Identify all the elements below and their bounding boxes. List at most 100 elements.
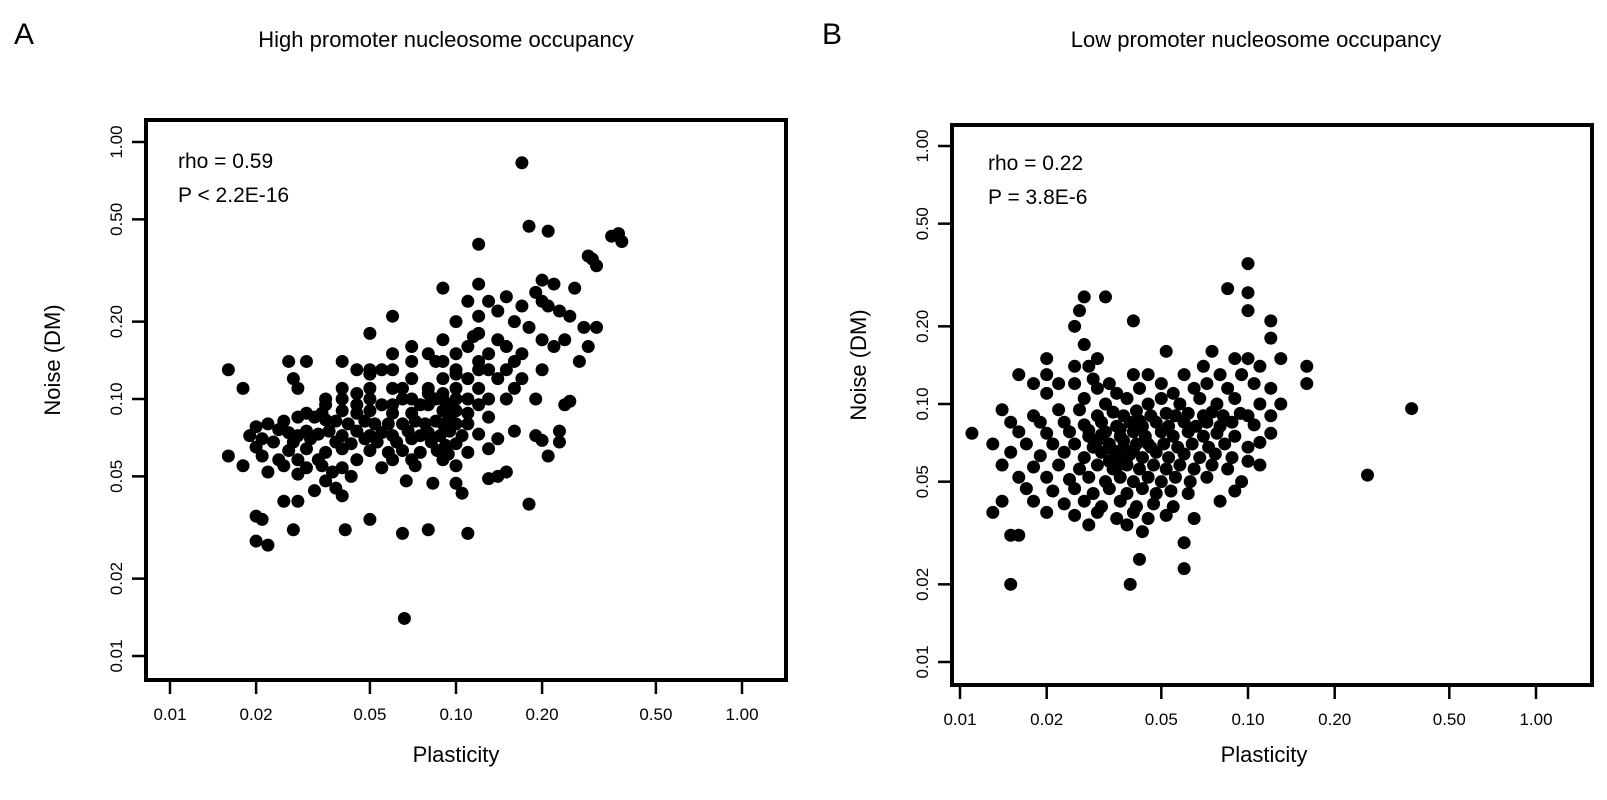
panel-a-data-point <box>272 423 286 437</box>
panel-b-data-point <box>1264 409 1278 423</box>
panel-b-data-point <box>1082 470 1096 484</box>
panel-a-data-point <box>261 465 275 479</box>
panel-b-data-point <box>1098 397 1112 411</box>
panel-b-data-point <box>1004 445 1018 459</box>
panel-b-x-tick-label: 0.02 <box>1030 710 1063 729</box>
panel-b-data-point <box>1154 377 1168 391</box>
panel-a-data-point <box>449 347 463 361</box>
panel-b-data-point <box>1221 462 1235 476</box>
panel-b-data-point <box>1120 392 1134 406</box>
panel-b-data-point <box>1068 319 1082 333</box>
panel-b-data-point <box>1228 352 1242 366</box>
panel-a-data-point <box>405 372 419 386</box>
panel-a-x-axis: 0.01 0.02 0.05 0.10 0.20 0.50 1.00 <box>153 682 759 724</box>
panel-a-data-point <box>363 512 377 526</box>
panel-b-data-point <box>1141 368 1155 382</box>
panel-a-pvalue: P < 2.2E-16 <box>178 184 289 207</box>
panel-b-data-point <box>1159 508 1173 522</box>
panel-b-y-tick-label: 0.20 <box>913 310 932 343</box>
panel-b-data-point <box>1090 381 1104 395</box>
panel-b-data-point <box>995 494 1009 508</box>
panel-a-data-point <box>535 273 549 287</box>
panel-b-data-point <box>1068 437 1082 451</box>
panel-b-data-point <box>1147 458 1161 472</box>
panel-a-data-point <box>547 277 561 291</box>
panel-a-y-tick-label: 0.01 <box>107 639 126 672</box>
panel-a-data-point <box>255 512 269 526</box>
panel-b-data-point <box>1040 352 1054 366</box>
panel-a-data-point <box>363 367 377 381</box>
panel-b-data-point <box>995 403 1009 417</box>
panel-b-data-point <box>1241 352 1255 366</box>
panel-a-data-point <box>436 387 450 401</box>
panel-b-data-point <box>1154 392 1168 406</box>
panel-a-data-point <box>482 472 496 486</box>
panel-a-data-point <box>261 417 275 431</box>
panel-b-data-point <box>1157 437 1171 451</box>
panel-b-points <box>965 257 1419 591</box>
panel-b-data-point <box>1241 304 1255 318</box>
panel-b-data-point <box>1077 392 1091 406</box>
panel-a-data-point <box>335 489 349 503</box>
panel-a-data-point <box>541 449 555 463</box>
panel-a-letter: A <box>14 18 34 51</box>
panel-a-data-point <box>344 469 358 483</box>
panel-a-data-point <box>436 281 450 295</box>
panel-b-data-point <box>1241 286 1255 300</box>
panel-a-y-tick-label: 0.02 <box>107 562 126 595</box>
panel-b-data-point <box>1247 377 1261 391</box>
panel-b-data-point <box>1113 422 1127 436</box>
panel-b-data-point <box>1135 482 1149 496</box>
panel-b-data-point <box>1077 290 1091 304</box>
panel-b-data-point <box>1106 405 1120 419</box>
panel-a-data-point <box>552 424 566 438</box>
panel-a-data-point <box>350 424 364 438</box>
panel-b-data-point <box>1046 437 1060 451</box>
panel-b-data-point <box>1106 444 1120 458</box>
panel-a-data-point <box>386 406 400 420</box>
panel-b-data-point <box>1205 405 1219 419</box>
panel-b-data-point <box>1149 445 1163 459</box>
panel-a-data-point <box>482 392 496 406</box>
panel-a-data-point <box>395 392 409 406</box>
panel-a-data-point <box>421 387 435 401</box>
panel-a-data-point <box>491 372 505 386</box>
panel-a-data-point <box>386 453 400 467</box>
panel-a-data-point <box>386 347 400 361</box>
panel-b-data-point <box>1068 508 1082 522</box>
panel-b-data-point <box>1073 403 1087 417</box>
panel-b-y-tick-label: 0.05 <box>913 465 932 498</box>
panel-b-data-point <box>1040 426 1054 440</box>
panel-a-data-point <box>449 459 463 473</box>
panel-a-data-point <box>335 404 349 418</box>
panel-b-title: Low promoter nucleosome occupancy <box>1071 27 1442 52</box>
panel-a-data-point <box>558 333 572 347</box>
panel-b-data-point <box>1077 451 1091 465</box>
panel-b-data-point <box>1052 403 1066 417</box>
panel-a-data-point <box>277 494 291 508</box>
panel-b-rho: rho = 0.22 <box>988 152 1083 175</box>
panel-a-data-point <box>461 372 475 386</box>
panel-b-data-point <box>1264 314 1278 328</box>
panel-a-data-point <box>461 445 475 459</box>
panel-a-data-point <box>449 315 463 329</box>
panel-b-data-point <box>1129 404 1143 418</box>
panel-a-data-point <box>472 381 486 395</box>
panel-b-data-point <box>1185 437 1199 451</box>
panel-b-data-point <box>1057 415 1071 429</box>
panel-b-y-tick-label: 0.01 <box>913 645 932 678</box>
panel-b-data-point <box>1110 511 1124 525</box>
panel-b-data-point <box>1082 518 1096 532</box>
panel-a-y-tick-label: 0.20 <box>107 305 126 338</box>
panel-b-data-point <box>1264 331 1278 345</box>
panel-a-x-tick-label: 0.02 <box>240 705 273 724</box>
panel-b-data-point <box>1147 497 1161 511</box>
panel-b-data-point <box>1057 445 1071 459</box>
panel-b-data-point <box>1200 470 1214 484</box>
panel-b-data-point <box>1113 494 1127 508</box>
panel-b-data-point <box>1241 440 1255 454</box>
panel-b-data-point <box>1082 423 1096 437</box>
panel-b-data-point <box>1126 475 1140 489</box>
panel-a-data-point <box>326 465 340 479</box>
panel-b-data-point <box>1253 397 1267 411</box>
